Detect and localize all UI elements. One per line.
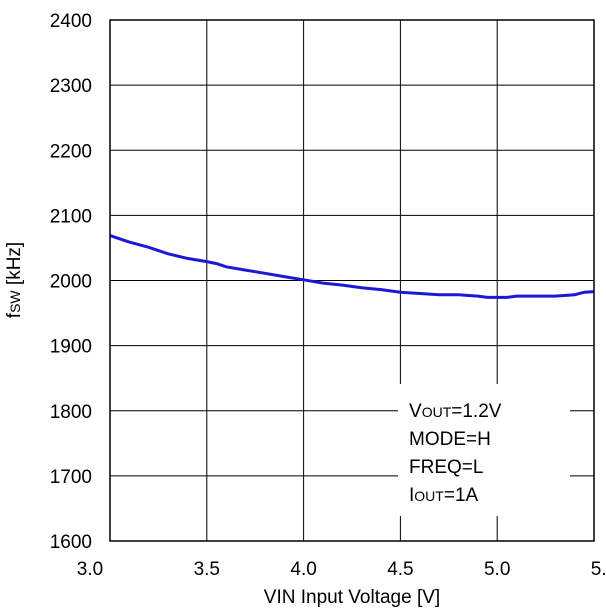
x-tick-label: 5.0	[484, 559, 510, 580]
y-tick-labels: 1600 1700 1800 1900 2000 2100 2200 2300 2400	[50, 11, 92, 553]
y-tick-label: 1600	[50, 532, 92, 553]
annotation-line: IOUT=1A	[409, 485, 479, 506]
x-tick-labels: 3.0 3.5 4.0 4.5 5.0 5.5	[77, 559, 606, 580]
y-tick-label: 2100	[50, 206, 92, 227]
y-tick-label: 2300	[50, 76, 92, 97]
y-tick-label: 2200	[50, 141, 92, 162]
x-tick-label: 4.5	[387, 559, 413, 580]
annotation-line: VOUT=1.2V	[409, 401, 502, 422]
y-axis-label-sub: SW	[7, 290, 23, 313]
y-tick-label: 1900	[50, 337, 92, 358]
annotation-rest: =1A	[444, 485, 479, 506]
series-line	[109, 234, 595, 299]
annotation-line: FREQ=L	[409, 457, 483, 478]
annotation-main: MODE=H	[409, 429, 491, 450]
x-tick-label: 4.0	[290, 559, 316, 580]
x-tick-label: 5.5	[591, 559, 606, 580]
x-tick-label: 3.0	[77, 559, 103, 580]
annotation-line: MODE=H	[409, 429, 491, 450]
x-axis-label: VIN Input Voltage [V]	[264, 587, 440, 608]
x-tick-label: 3.5	[194, 559, 220, 580]
y-tick-label: 1700	[50, 467, 92, 488]
annotation-main: V	[409, 401, 422, 422]
annotation-rest: =1.2V	[451, 401, 502, 422]
annotation-main: FREQ=L	[409, 457, 483, 478]
plot-frame	[109, 19, 595, 542]
y-tick-label: 2000	[50, 272, 92, 293]
y-axis-label-main: f	[4, 312, 25, 318]
y-axis-label-unit: [kHz]	[4, 242, 25, 291]
annotation-background	[398, 384, 570, 516]
annotation-main: I	[409, 485, 414, 506]
y-tick-label: 2400	[50, 11, 92, 32]
y-axis-label: fSW [kHz]	[4, 242, 25, 318]
annotation-sub: OUT	[422, 404, 452, 420]
y-tick-label: 1800	[50, 402, 92, 423]
annotation-sub: OUT	[414, 488, 444, 504]
